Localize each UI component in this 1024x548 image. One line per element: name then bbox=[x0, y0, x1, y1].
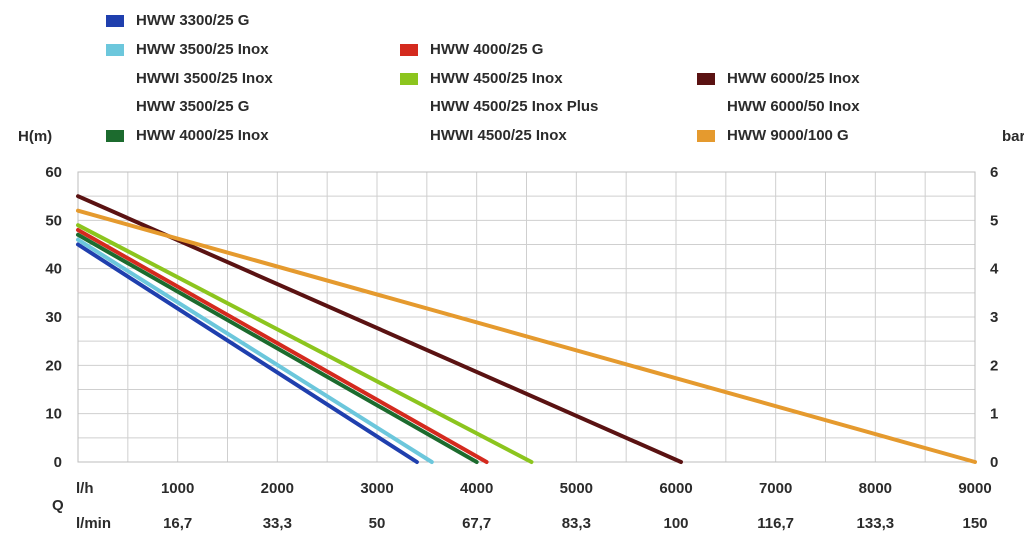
y-tick-label-right: 6 bbox=[990, 164, 998, 181]
legend-swatch bbox=[697, 129, 715, 142]
legend-swatch bbox=[106, 14, 124, 27]
x-tick-label-lmin: 16,7 bbox=[163, 515, 192, 532]
grid bbox=[77, 171, 976, 463]
legend-label: HWW 3500/25 Inox bbox=[136, 41, 269, 58]
x-tick-label-lh: 8000 bbox=[859, 480, 892, 497]
legend-label: HWW 6000/50 Inox bbox=[727, 98, 860, 115]
legend-item: HWW 3500/25 Inox bbox=[106, 41, 269, 58]
axes: 0 10 20 30 40 50 60 0 1 2 3 4 5 6 1000 16,7 2000 33,3 3000… bbox=[45, 164, 999, 532]
legend-item: HWW 4500/25 Inox Plus bbox=[400, 98, 598, 115]
y-tick-label-right: 0 bbox=[990, 454, 998, 471]
y-tick-label-right: 2 bbox=[990, 357, 998, 374]
y-tick-label-right: 4 bbox=[990, 261, 999, 278]
y-tick-label-right: 3 bbox=[990, 309, 998, 326]
y-tick-label-right: 1 bbox=[990, 406, 998, 423]
series-line bbox=[76, 232, 479, 464]
legend-item: HWW 6000/25 Inox bbox=[697, 70, 860, 87]
series-line bbox=[76, 228, 489, 464]
x-tick-label-lmin: 67,7 bbox=[462, 515, 491, 532]
legend-item: HWW 3300/25 G bbox=[106, 12, 249, 29]
x-tick-label-lh: 3000 bbox=[360, 480, 393, 497]
legend-label: HWW 4000/25 G bbox=[430, 41, 544, 58]
x-tick-label-lmin: 100 bbox=[663, 515, 688, 532]
legend-label: HWW 9000/100 G bbox=[727, 127, 849, 144]
series-lines bbox=[76, 194, 977, 464]
legend-label: HWWI 3500/25 Inox bbox=[136, 70, 273, 87]
legend-label: HWW 6000/25 Inox bbox=[727, 70, 860, 87]
series-line bbox=[76, 237, 434, 464]
y-axis-right-label: bar bbox=[1002, 128, 1024, 145]
legend-item: HWW 6000/50 Inox bbox=[697, 98, 860, 115]
legend-swatch bbox=[400, 72, 418, 85]
x-tick-label-lh: 4000 bbox=[460, 480, 493, 497]
x-tick-label-lh: 9000 bbox=[958, 480, 991, 497]
legend-swatch bbox=[400, 43, 418, 56]
legend-item: HWW 4000/25 G bbox=[400, 41, 543, 58]
y-tick-label-right: 5 bbox=[990, 212, 998, 229]
x-tick-label-lh: 2000 bbox=[261, 480, 294, 497]
legend-item: HWWI 3500/25 Inox bbox=[106, 70, 273, 87]
legend-item: HWW 9000/100 G bbox=[697, 127, 849, 144]
x-axis-top-unit: l/h bbox=[76, 480, 94, 497]
legend-label: HWWI 4500/25 Inox bbox=[430, 127, 567, 144]
x-tick-label-lh: 1000 bbox=[161, 480, 194, 497]
legend-label: HWW 3500/25 G bbox=[136, 98, 250, 115]
x-tick-label-lh: 6000 bbox=[659, 480, 692, 497]
y-tick-label-left: 20 bbox=[45, 357, 62, 374]
plot-frame bbox=[77, 171, 976, 463]
x-tick-label-lh: 5000 bbox=[560, 480, 593, 497]
legend-label: HWW 4500/25 Inox Plus bbox=[430, 98, 599, 115]
x-tick-label-lmin: 150 bbox=[962, 515, 987, 532]
x-tick-label-lmin: 50 bbox=[369, 515, 386, 532]
x-axis-symbol: Q bbox=[52, 497, 64, 514]
legend-swatch bbox=[400, 101, 418, 113]
y-tick-label-left: 10 bbox=[45, 406, 62, 423]
y-tick-label-left: 60 bbox=[45, 164, 62, 181]
y-tick-label-left: 30 bbox=[45, 309, 62, 326]
x-tick-label-lmin: 116,7 bbox=[757, 515, 794, 532]
legend-swatch bbox=[106, 101, 124, 113]
series-line bbox=[76, 242, 419, 464]
y-tick-label-left: 0 bbox=[54, 454, 62, 471]
x-tick-label-lmin: 133,3 bbox=[857, 515, 895, 532]
x-tick-label-lh: 7000 bbox=[759, 480, 792, 497]
legend-item: HWW 4500/25 Inox bbox=[400, 70, 563, 87]
series-line bbox=[76, 223, 534, 464]
legend-swatch bbox=[106, 129, 124, 142]
y-tick-label-left: 50 bbox=[45, 212, 62, 229]
legend-swatch bbox=[106, 43, 124, 56]
legend-item: HWW 3500/25 G bbox=[106, 98, 249, 115]
y-tick-label-left: 40 bbox=[45, 261, 62, 278]
y-axis-left-label: H(m) bbox=[18, 128, 52, 145]
legend-label: HWW 4000/25 Inox bbox=[136, 127, 269, 144]
legend-label: HWW 3300/25 G bbox=[136, 12, 250, 29]
legend-item: HWW 4000/25 Inox bbox=[106, 127, 269, 144]
legend-swatch bbox=[697, 101, 715, 113]
legend-swatch bbox=[106, 73, 124, 85]
x-tick-label-lmin: 83,3 bbox=[562, 515, 591, 532]
legend-swatch bbox=[697, 72, 715, 85]
legend-label: HWW 4500/25 Inox bbox=[430, 70, 563, 87]
series-line bbox=[76, 208, 977, 464]
legend-item: HWWI 4500/25 Inox bbox=[400, 127, 567, 144]
legend-swatch bbox=[400, 130, 418, 142]
x-axis-bottom-unit: l/min bbox=[76, 515, 111, 532]
x-tick-label-lmin: 33,3 bbox=[263, 515, 292, 532]
